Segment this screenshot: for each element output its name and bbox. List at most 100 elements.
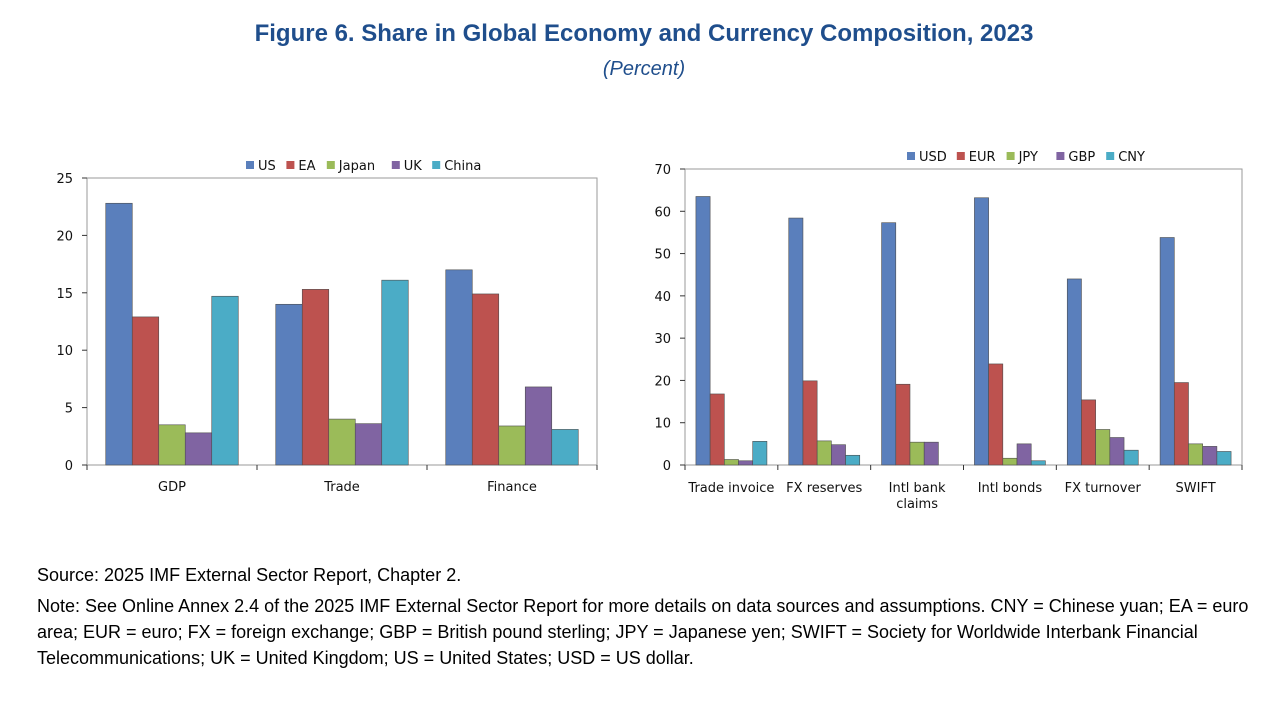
- legend-label-ea: EA: [298, 159, 315, 174]
- legend-swatch-ea: [286, 161, 295, 169]
- bar-swift-cny: [1216, 451, 1232, 466]
- bar-swift-eur: [1173, 382, 1189, 466]
- bar-intl-bank-claims-eur: [895, 383, 911, 466]
- bar-fx-reserves-gbp: [831, 444, 846, 466]
- legend-swatch-china: [432, 161, 441, 169]
- bar-fx-reserves-usd: [788, 217, 804, 466]
- x-category-label-line: claims: [896, 497, 938, 512]
- x-category-label: FX turnover: [1065, 481, 1142, 496]
- bar-finance-us: [445, 269, 473, 466]
- bar-gdp-us: [105, 202, 133, 466]
- legend-label-us: US: [258, 159, 276, 174]
- legend-label-jpy: JPY: [1018, 150, 1038, 165]
- bar-fx-turnover-eur: [1081, 399, 1096, 466]
- y-tick-label: 0: [663, 459, 671, 474]
- bar-intl-bonds-gbp: [1016, 443, 1032, 466]
- x-category-label-line: SWIFT: [1176, 481, 1216, 496]
- bar-swift-gbp: [1202, 446, 1218, 466]
- bar-intl-bonds-cny: [1030, 460, 1046, 466]
- legend-label-japan: Japan: [338, 159, 375, 174]
- x-category-label-line: Trade: [323, 480, 360, 495]
- bar-finance-uk: [524, 386, 553, 466]
- x-category-label-line: Trade invoice: [687, 481, 774, 496]
- legend-label-china: China: [444, 159, 481, 174]
- y-tick-label: 20: [654, 374, 671, 389]
- bar-trade-us: [275, 303, 303, 466]
- y-tick-label: 40: [654, 290, 671, 305]
- x-category-label-line: GDP: [158, 480, 186, 495]
- bar-fx-turnover-usd: [1066, 278, 1082, 466]
- bar-gdp-uk: [184, 432, 213, 466]
- x-category-label: Trade: [323, 480, 360, 495]
- bar-gdp-japan: [158, 424, 186, 466]
- legend-label-uk: UK: [404, 159, 423, 174]
- legend-label-usd: USD: [919, 150, 947, 165]
- bar-finance-china: [551, 429, 579, 466]
- legend-label-gbp: GBP: [1068, 150, 1095, 165]
- bar-trade-invoice-jpy: [724, 459, 739, 466]
- y-tick-label: 10: [654, 417, 671, 432]
- x-category-label: Intl bank claims: [889, 481, 946, 512]
- bar-trade-ea: [301, 289, 330, 466]
- y-tick-label: 60: [654, 205, 671, 220]
- y-tick-label: 10: [56, 344, 73, 359]
- figure-subtitle: (Percent): [602, 58, 686, 80]
- bar-fx-reserves-cny: [845, 454, 861, 466]
- bar-intl-bonds-jpy: [1002, 457, 1018, 466]
- bar-fx-turnover-cny: [1123, 449, 1139, 466]
- y-tick-label: 70: [654, 163, 671, 178]
- source-note: Source: 2025 IMF External Sector Report,…: [37, 565, 462, 585]
- bar-intl-bank-claims-gbp: [923, 441, 939, 466]
- x-category-label-line: FX turnover: [1065, 481, 1142, 496]
- x-category-label: SWIFT: [1176, 481, 1216, 496]
- figure-title: Figure 6. Share in Global Economy and Cu…: [254, 20, 1034, 47]
- bar-trade-invoice-usd: [695, 196, 711, 466]
- x-category-label-line: Intl bonds: [978, 481, 1043, 496]
- plot-frame: [684, 168, 1243, 466]
- bar-trade-uk: [354, 423, 383, 466]
- bar-fx-turnover-gbp: [1109, 437, 1125, 466]
- legend-swatch-jpy: [1006, 152, 1015, 160]
- bar-intl-bank-claims-jpy: [909, 441, 925, 466]
- legend-swatch-us: [246, 161, 254, 169]
- legend-swatch-gbp: [1056, 152, 1065, 160]
- y-tick-label: 0: [65, 459, 73, 474]
- legend-label-cny: CNY: [1118, 150, 1145, 165]
- x-category-label: Trade invoice: [687, 481, 774, 496]
- x-category-label-line: Intl bank: [889, 481, 946, 496]
- bar-trade-invoice-eur: [709, 393, 725, 466]
- y-tick-label: 50: [654, 248, 671, 263]
- y-tick-label: 5: [65, 402, 73, 417]
- y-tick-label: 15: [56, 287, 73, 302]
- bar-fx-reserves-jpy: [816, 440, 832, 466]
- bar-trade-china: [381, 279, 409, 466]
- bar-swift-usd: [1159, 237, 1175, 466]
- y-tick-label: 25: [56, 172, 73, 187]
- bar-gdp-ea: [131, 316, 160, 466]
- bar-gdp-china: [211, 295, 239, 466]
- bar-finance-ea: [471, 293, 500, 466]
- bar-intl-bank-claims-usd: [881, 222, 897, 466]
- x-category-label-line: FX reserves: [786, 481, 862, 496]
- bar-trade-japan: [328, 418, 356, 466]
- bar-trade-invoice-gbp: [738, 460, 754, 466]
- legend-swatch-japan: [326, 161, 335, 169]
- bar-trade-invoice-cny: [752, 441, 768, 466]
- x-category-label-line: Finance: [487, 480, 537, 495]
- x-category-label: FX reserves: [786, 481, 862, 496]
- legend-swatch-usd: [907, 152, 915, 160]
- bar-fx-reserves-eur: [802, 380, 818, 466]
- legend-label-eur: EUR: [969, 150, 996, 165]
- bar-fx-turnover-jpy: [1095, 429, 1111, 466]
- x-category-label: GDP: [158, 480, 186, 495]
- legend-swatch-cny: [1106, 152, 1115, 160]
- bar-intl-bonds-usd: [974, 197, 989, 466]
- y-tick-label: 30: [654, 332, 671, 347]
- bar-intl-bonds-eur: [988, 363, 1004, 466]
- footnote: Note: See Online Annex 2.4 of the 2025 I…: [37, 596, 1249, 668]
- legend-swatch-eur: [956, 152, 965, 160]
- bar-finance-japan: [498, 425, 526, 466]
- bar-swift-jpy: [1188, 443, 1203, 466]
